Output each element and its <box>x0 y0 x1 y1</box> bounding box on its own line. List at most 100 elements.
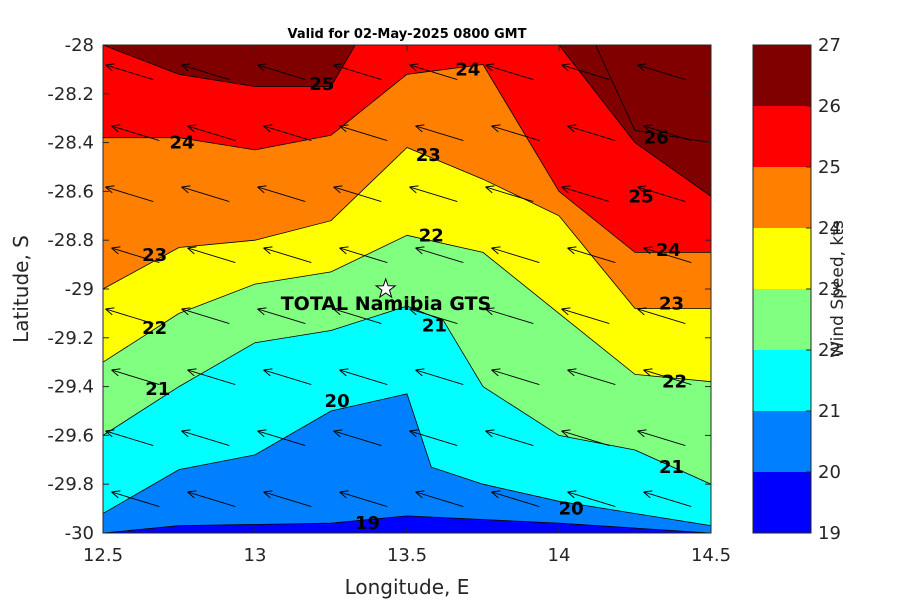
wind-arrow <box>333 63 382 81</box>
colorbar-tick-label: 19 <box>818 523 841 544</box>
wind-arrow <box>187 490 236 508</box>
colorbar-tick-label: 21 <box>818 401 841 422</box>
x-axis-ticks: 12.5 13 13.5 14 14.5 <box>83 45 731 566</box>
wind-arrow <box>415 490 464 508</box>
y-tick-label: -28.4 <box>47 133 94 154</box>
wind-arrow <box>339 490 388 508</box>
wind-arrow <box>339 124 388 142</box>
wind-arrow <box>485 63 534 81</box>
wind-arrow <box>409 185 458 203</box>
x-tick-label: 14 <box>548 545 571 566</box>
contour-label: 25 <box>309 74 334 95</box>
wind-arrow <box>187 124 236 142</box>
colorbar-segment <box>753 472 811 533</box>
contour-label: 23 <box>416 145 441 166</box>
wind-arrow <box>491 124 540 142</box>
contour-fills <box>103 45 711 533</box>
wind-arrow <box>637 429 686 447</box>
wind-arrow <box>257 63 306 81</box>
y-tick-label: -30 <box>65 523 94 544</box>
wind-arrow <box>561 429 610 447</box>
x-tick-label: 13 <box>244 545 267 566</box>
contour-label: 22 <box>419 225 444 246</box>
band-fill <box>103 45 711 253</box>
wind-arrow <box>333 429 382 447</box>
wind-arrow <box>567 490 616 508</box>
y-tick-label: -28.6 <box>47 181 94 202</box>
colorbar-segment <box>753 289 811 350</box>
wind-arrow <box>187 368 236 386</box>
colorbar: 19 20 21 22 23 24 25 26 27 <box>752 35 841 544</box>
wind-arrow <box>181 429 230 447</box>
contour-labels: 19 20 20 21 21 21 22 22 22 23 23 23 24 24 24 25 25 26 <box>142 59 687 534</box>
wind-arrow <box>415 124 464 142</box>
wind-arrow <box>181 63 230 81</box>
contour-label: 26 <box>644 128 669 149</box>
y-axis-ticks: -28 -28.2 -28.4 -28.6 -28.8 -29 -29.2 -29.4 -29.… <box>47 35 711 544</box>
wind-arrow <box>257 185 306 203</box>
wind-arrow <box>561 307 610 325</box>
colorbar-segment <box>753 45 811 106</box>
contour-line <box>103 64 711 253</box>
wind-arrow <box>643 490 692 508</box>
chart-title: Valid for 02-May-2025 0800 GMT <box>288 27 527 42</box>
wind-arrow <box>409 429 458 447</box>
y-tick-label: -29.8 <box>47 474 94 495</box>
contour-line <box>103 45 711 197</box>
wind-arrow <box>643 368 692 386</box>
station-marker-group: TOTAL Namibia GTS <box>281 277 492 315</box>
contour-label: 21 <box>145 379 170 400</box>
wind-arrow <box>643 246 692 264</box>
contour-label: 23 <box>142 245 167 266</box>
wind-arrow <box>561 185 610 203</box>
y-tick-label: -29.2 <box>47 328 94 349</box>
wind-arrow <box>485 429 534 447</box>
wind-arrow <box>333 185 382 203</box>
wind-arrow <box>485 185 534 203</box>
contour-label: 23 <box>659 294 684 315</box>
wind-arrow <box>111 368 160 386</box>
colorbar-tick-label: 25 <box>818 157 841 178</box>
wind-arrow <box>567 368 616 386</box>
colorbar-segment <box>753 228 811 289</box>
colorbar-segment <box>753 167 811 228</box>
wind-arrow <box>491 368 540 386</box>
band-fill <box>103 45 711 197</box>
y-tick-label: -28 <box>65 35 94 56</box>
wind-arrow <box>637 63 686 81</box>
x-tick-label: 14.5 <box>691 545 731 566</box>
wind-arrow <box>409 307 458 325</box>
contour-line <box>103 515 711 533</box>
wind-arrow <box>567 124 616 142</box>
wind-arrow <box>339 368 388 386</box>
contour-label: 20 <box>559 499 584 520</box>
wind-arrow <box>567 246 616 264</box>
contour-line <box>103 393 711 527</box>
colorbar-tick-label: 23 <box>818 279 841 300</box>
x-tick-label: 12.5 <box>83 545 123 566</box>
y-tick-label: -28.2 <box>47 84 94 105</box>
wind-arrow <box>105 307 154 325</box>
contour-line <box>103 234 711 383</box>
contour-label: 22 <box>662 372 687 393</box>
y-tick-label: -28.8 <box>47 230 94 251</box>
wind-arrow <box>415 368 464 386</box>
wind-arrow <box>257 307 306 325</box>
station-label: TOTAL Namibia GTS <box>281 293 492 315</box>
y-axis-label: Latitude, S <box>9 235 33 343</box>
wind-arrow <box>561 63 610 81</box>
colorbar-tick-label: 27 <box>818 35 841 56</box>
colorbar-label: Wind Speed, kts <box>828 220 848 358</box>
wind-arrow <box>333 307 382 325</box>
wind-arrow <box>187 246 236 264</box>
wind-arrow <box>485 307 534 325</box>
y-tick-label: -29.6 <box>47 425 94 446</box>
x-axis-label: Longitude, E <box>345 575 470 599</box>
wind-arrow <box>491 246 540 264</box>
wind-arrow <box>111 490 160 508</box>
contour-label: 21 <box>659 457 684 478</box>
contour-label: 24 <box>656 240 681 261</box>
contour-label: 22 <box>142 318 167 339</box>
wind-arrow <box>409 63 458 81</box>
